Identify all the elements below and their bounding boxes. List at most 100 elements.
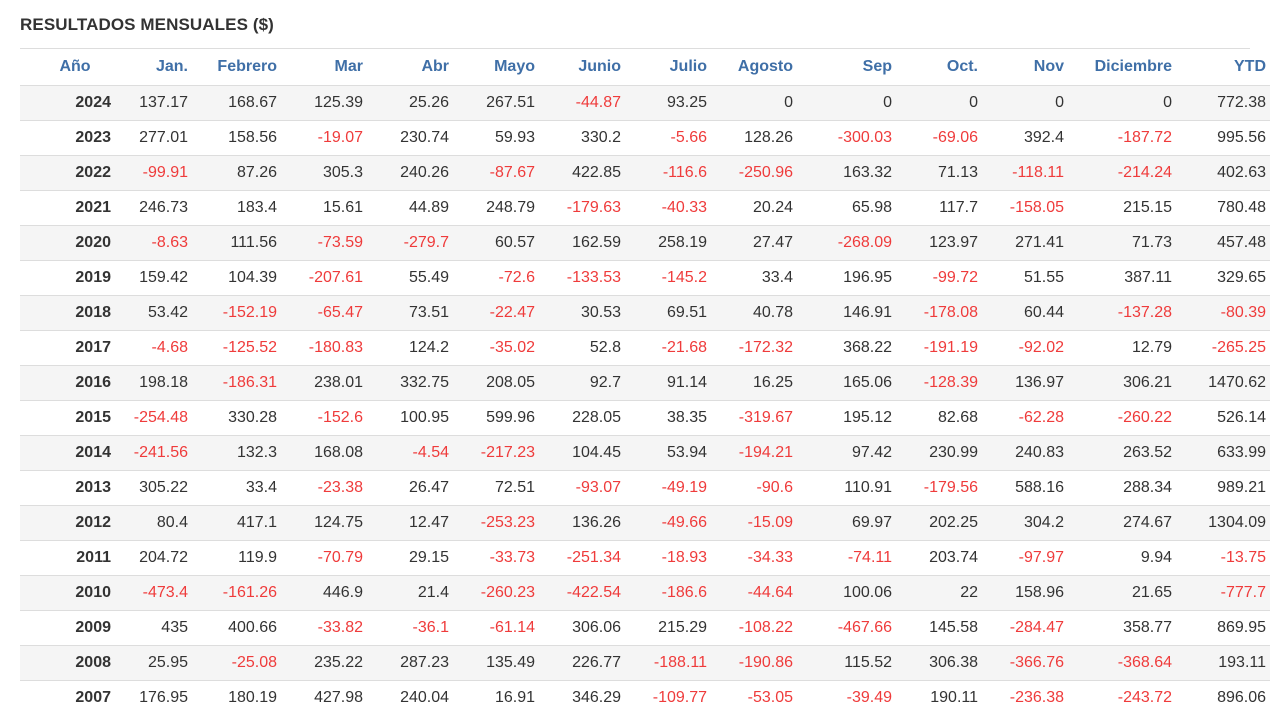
month-value-cell: -217.23 [453,436,539,471]
month-value-cell: -99.72 [896,261,982,296]
month-value-cell: -366.76 [982,646,1068,681]
ytd-cell: -13.75 [1176,541,1270,576]
month-value-cell: 21.65 [1068,576,1176,611]
month-value-cell: 238.01 [281,366,367,401]
month-value-cell: 12.47 [367,506,453,541]
month-value-cell: 20.24 [711,191,797,226]
month-value-cell: -187.72 [1068,121,1176,156]
column-header-jul[interactable]: Julio [625,49,711,86]
column-header-aug[interactable]: Agosto [711,49,797,86]
month-value-cell: 346.29 [539,681,625,715]
month-value-cell: 306.21 [1068,366,1176,401]
column-header-mar[interactable]: Mar [281,49,367,86]
month-value-cell: 287.23 [367,646,453,681]
ytd-cell: 193.11 [1176,646,1270,681]
column-header-jun[interactable]: Junio [539,49,625,86]
month-value-cell: 196.95 [797,261,896,296]
ytd-cell: -80.39 [1176,296,1270,331]
column-header-feb[interactable]: Febrero [192,49,281,86]
month-value-cell: 392.4 [982,121,1068,156]
year-cell: 2011 [20,541,130,576]
year-cell: 2007 [20,681,130,715]
month-value-cell: 111.56 [192,226,281,261]
month-value-cell: -125.52 [192,331,281,366]
month-value-cell: 71.73 [1068,226,1176,261]
month-value-cell: -137.28 [1068,296,1176,331]
month-value-cell: 168.67 [192,86,281,121]
column-header-oct[interactable]: Oct. [896,49,982,86]
month-value-cell: -18.93 [625,541,711,576]
year-cell: 2015 [20,401,130,436]
month-value-cell: 226.77 [539,646,625,681]
ytd-cell: 896.06 [1176,681,1270,715]
month-value-cell: 59.93 [453,121,539,156]
month-value-cell: 246.73 [130,191,192,226]
month-value-cell: 135.49 [453,646,539,681]
month-value-cell: 202.25 [896,506,982,541]
month-value-cell: 159.42 [130,261,192,296]
month-value-cell: -251.34 [539,541,625,576]
year-cell: 2023 [20,121,130,156]
month-value-cell: -69.06 [896,121,982,156]
month-value-cell: -21.68 [625,331,711,366]
year-cell: 2013 [20,471,130,506]
month-value-cell: 38.35 [625,401,711,436]
column-header-nov[interactable]: Nov [982,49,1068,86]
month-value-cell: -90.6 [711,471,797,506]
year-cell: 2020 [20,226,130,261]
month-value-cell: 52.8 [539,331,625,366]
year-cell: 2024 [20,86,130,121]
column-header-jan[interactable]: Jan. [130,49,192,86]
month-value-cell: 0 [1068,86,1176,121]
month-value-cell: -254.48 [130,401,192,436]
month-value-cell: 40.78 [711,296,797,331]
month-value-cell: -279.7 [367,226,453,261]
month-value-cell: 163.32 [797,156,896,191]
column-header-may[interactable]: Mayo [453,49,539,86]
column-header-sep[interactable]: Sep [797,49,896,86]
column-header-year[interactable]: Año [20,49,130,86]
month-value-cell: 29.15 [367,541,453,576]
month-value-cell: -179.56 [896,471,982,506]
month-value-cell: 69.97 [797,506,896,541]
month-value-cell: 115.52 [797,646,896,681]
table-header-row: Año Jan. Febrero Mar Abr Mayo Junio Juli… [20,49,1270,86]
month-value-cell: -145.2 [625,261,711,296]
month-value-cell: -253.23 [453,506,539,541]
ytd-cell: 457.48 [1176,226,1270,261]
month-value-cell: -188.11 [625,646,711,681]
month-value-cell: 136.97 [982,366,1068,401]
month-value-cell: 125.39 [281,86,367,121]
month-value-cell: 26.47 [367,471,453,506]
month-value-cell: -116.6 [625,156,711,191]
month-value-cell: 330.28 [192,401,281,436]
month-value-cell: -62.28 [982,401,1068,436]
column-header-ytd[interactable]: YTD [1176,49,1270,86]
month-value-cell: 119.9 [192,541,281,576]
year-cell: 2021 [20,191,130,226]
year-cell: 2014 [20,436,130,471]
month-value-cell: 230.99 [896,436,982,471]
month-value-cell: -319.67 [711,401,797,436]
column-header-apr[interactable]: Abr [367,49,453,86]
month-value-cell: -44.64 [711,576,797,611]
month-value-cell: 87.26 [192,156,281,191]
column-header-dec[interactable]: Diciembre [1068,49,1176,86]
month-value-cell: 33.4 [192,471,281,506]
month-value-cell: -15.09 [711,506,797,541]
month-value-cell: -284.47 [982,611,1068,646]
month-value-cell: 400.66 [192,611,281,646]
month-value-cell: -152.19 [192,296,281,331]
month-value-cell: 387.11 [1068,261,1176,296]
ytd-cell: 329.65 [1176,261,1270,296]
month-value-cell: -179.63 [539,191,625,226]
month-value-cell: 435 [130,611,192,646]
